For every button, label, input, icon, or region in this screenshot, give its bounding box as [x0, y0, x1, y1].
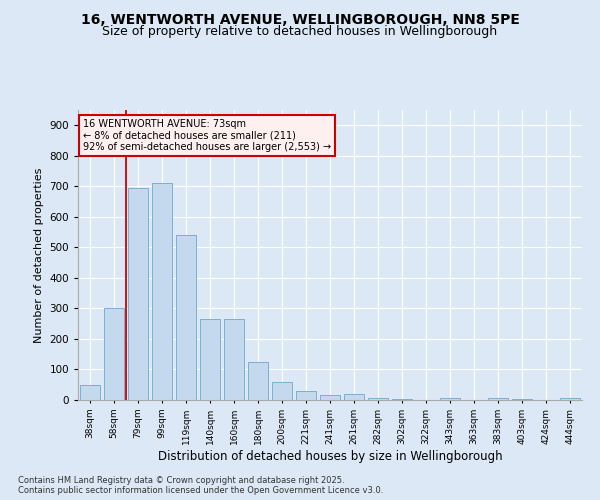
Bar [128, 188, 148, 400]
Bar [488, 398, 508, 400]
Bar [152, 184, 172, 400]
Bar [440, 398, 460, 400]
Bar [80, 386, 100, 400]
Text: 16, WENTWORTH AVENUE, WELLINGBOROUGH, NN8 5PE: 16, WENTWORTH AVENUE, WELLINGBOROUGH, NN… [80, 12, 520, 26]
Bar [248, 362, 268, 400]
Bar [296, 392, 316, 400]
Bar [176, 235, 196, 400]
Y-axis label: Number of detached properties: Number of detached properties [34, 168, 44, 342]
Bar [560, 398, 580, 400]
Bar [224, 319, 244, 400]
Bar [344, 394, 364, 400]
Text: Contains HM Land Registry data © Crown copyright and database right 2025.
Contai: Contains HM Land Registry data © Crown c… [18, 476, 383, 495]
Text: Size of property relative to detached houses in Wellingborough: Size of property relative to detached ho… [103, 25, 497, 38]
Bar [272, 382, 292, 400]
X-axis label: Distribution of detached houses by size in Wellingborough: Distribution of detached houses by size … [158, 450, 502, 462]
Bar [200, 319, 220, 400]
Bar [320, 396, 340, 400]
Bar [104, 308, 124, 400]
Bar [368, 398, 388, 400]
Text: 16 WENTWORTH AVENUE: 73sqm
← 8% of detached houses are smaller (211)
92% of semi: 16 WENTWORTH AVENUE: 73sqm ← 8% of detac… [83, 118, 331, 152]
